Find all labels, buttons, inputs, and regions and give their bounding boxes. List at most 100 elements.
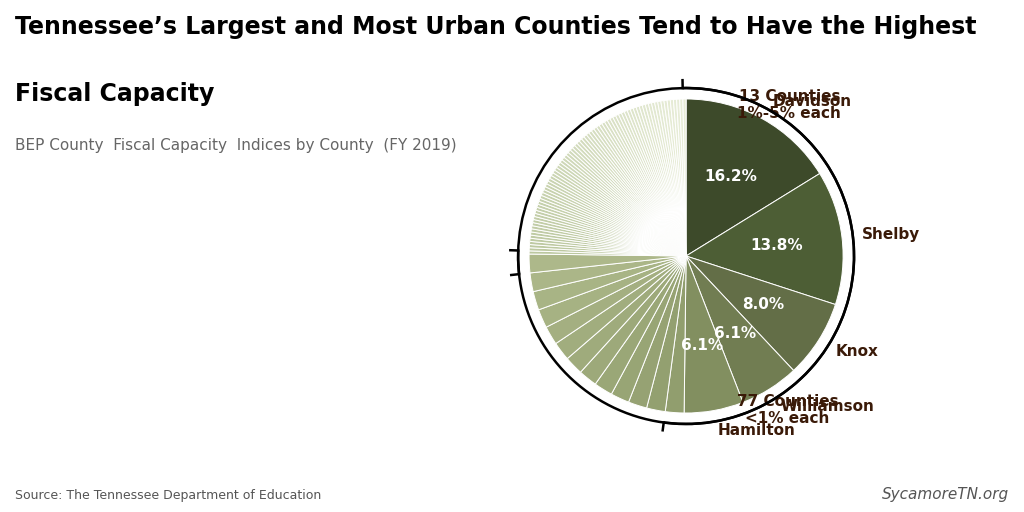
Wedge shape: [629, 256, 686, 408]
Text: 77 Counties
<1% each: 77 Counties <1% each: [736, 394, 839, 426]
Wedge shape: [664, 100, 686, 256]
Wedge shape: [572, 145, 686, 256]
Wedge shape: [684, 256, 743, 413]
Wedge shape: [595, 256, 686, 394]
Wedge shape: [618, 113, 686, 256]
Wedge shape: [648, 103, 686, 256]
Wedge shape: [683, 99, 686, 256]
Wedge shape: [627, 109, 686, 256]
Wedge shape: [539, 256, 686, 327]
Wedge shape: [550, 176, 686, 256]
Wedge shape: [529, 241, 686, 256]
Wedge shape: [545, 184, 686, 256]
Wedge shape: [639, 105, 686, 256]
Wedge shape: [589, 131, 686, 256]
Wedge shape: [530, 235, 686, 256]
Wedge shape: [667, 100, 686, 256]
Wedge shape: [539, 198, 686, 256]
Wedge shape: [553, 170, 686, 256]
Wedge shape: [660, 100, 686, 256]
Wedge shape: [558, 162, 686, 256]
Wedge shape: [610, 117, 686, 256]
Wedge shape: [599, 123, 686, 256]
Wedge shape: [532, 220, 686, 256]
Wedge shape: [594, 127, 686, 256]
Wedge shape: [686, 174, 843, 305]
Wedge shape: [530, 256, 686, 292]
Wedge shape: [671, 99, 686, 256]
Text: Shelby: Shelby: [862, 227, 921, 242]
Wedge shape: [597, 125, 686, 256]
Wedge shape: [580, 139, 686, 256]
Wedge shape: [604, 120, 686, 256]
Wedge shape: [535, 210, 686, 256]
Wedge shape: [564, 155, 686, 256]
Wedge shape: [636, 106, 686, 256]
Wedge shape: [607, 119, 686, 256]
Wedge shape: [529, 254, 686, 273]
Wedge shape: [686, 256, 836, 371]
Wedge shape: [568, 150, 686, 256]
Wedge shape: [546, 256, 686, 344]
Text: 8.0%: 8.0%: [742, 297, 784, 312]
Wedge shape: [581, 256, 686, 384]
Wedge shape: [622, 112, 686, 256]
Text: Williamson: Williamson: [780, 399, 874, 414]
Wedge shape: [666, 256, 686, 413]
Wedge shape: [582, 137, 686, 256]
Text: 13 Counties
1%-5% each: 13 Counties 1%-5% each: [737, 89, 841, 121]
Wedge shape: [537, 204, 686, 256]
Wedge shape: [646, 256, 686, 412]
Wedge shape: [534, 256, 686, 310]
Text: 6.1%: 6.1%: [681, 338, 723, 353]
Wedge shape: [615, 114, 686, 256]
Wedge shape: [562, 157, 686, 256]
Wedge shape: [686, 256, 794, 402]
Wedge shape: [630, 108, 686, 256]
Wedge shape: [602, 122, 686, 256]
Wedge shape: [651, 102, 686, 256]
Wedge shape: [674, 99, 686, 256]
Wedge shape: [560, 160, 686, 256]
Wedge shape: [540, 195, 686, 256]
Text: 13.8%: 13.8%: [751, 238, 803, 252]
Text: Source: The Tennessee Department of Education: Source: The Tennessee Department of Educ…: [15, 489, 322, 502]
Wedge shape: [556, 256, 686, 358]
Wedge shape: [529, 248, 686, 256]
Wedge shape: [532, 223, 686, 256]
Text: Davidson: Davidson: [772, 94, 852, 109]
Wedge shape: [574, 143, 686, 256]
Text: SycamoreTN.org: SycamoreTN.org: [882, 487, 1009, 502]
Wedge shape: [548, 178, 686, 256]
Wedge shape: [633, 107, 686, 256]
Wedge shape: [686, 99, 819, 256]
Wedge shape: [529, 238, 686, 256]
Wedge shape: [566, 153, 686, 256]
Wedge shape: [612, 116, 686, 256]
Wedge shape: [534, 217, 686, 256]
Wedge shape: [529, 251, 686, 256]
Wedge shape: [677, 99, 686, 256]
Wedge shape: [642, 104, 686, 256]
Wedge shape: [654, 101, 686, 256]
Wedge shape: [567, 256, 686, 372]
Wedge shape: [625, 111, 686, 256]
Text: Knox: Knox: [836, 344, 879, 358]
Text: Fiscal Capacity: Fiscal Capacity: [15, 82, 215, 106]
Wedge shape: [584, 135, 686, 256]
Wedge shape: [542, 193, 686, 256]
Text: Hamilton: Hamilton: [718, 423, 796, 438]
Wedge shape: [551, 173, 686, 256]
Wedge shape: [529, 245, 686, 256]
Text: BEP County  Fiscal Capacity  Indices by County  (FY 2019): BEP County Fiscal Capacity Indices by Co…: [15, 138, 457, 153]
Wedge shape: [535, 214, 686, 256]
Wedge shape: [547, 181, 686, 256]
Wedge shape: [657, 101, 686, 256]
Wedge shape: [531, 226, 686, 256]
Wedge shape: [538, 201, 686, 256]
Wedge shape: [536, 207, 686, 256]
Wedge shape: [555, 167, 686, 256]
Wedge shape: [592, 129, 686, 256]
Wedge shape: [645, 103, 686, 256]
Text: Tennessee’s Largest and Most Urban Counties Tend to Have the Highest: Tennessee’s Largest and Most Urban Count…: [15, 15, 977, 39]
